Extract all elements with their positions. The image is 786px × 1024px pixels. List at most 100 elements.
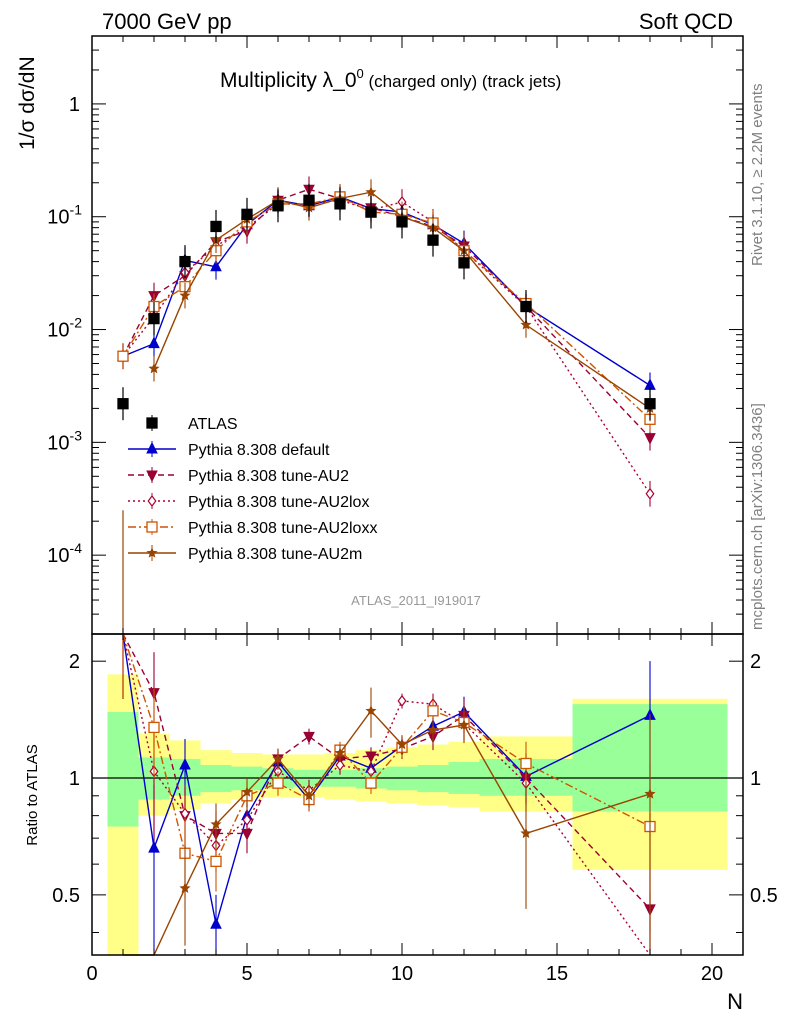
ratio-point <box>365 751 377 764</box>
atlas-data-point <box>427 234 439 246</box>
ratio-point <box>179 757 191 770</box>
ratio-point <box>458 719 470 730</box>
legend-swatch-marker <box>146 441 158 454</box>
ratio-point <box>210 818 222 829</box>
ratio-point <box>334 747 346 758</box>
atlas-data-point <box>520 300 532 313</box>
ratio-series-line <box>123 709 651 956</box>
ratio-y-tick-label: 2 <box>69 651 80 673</box>
x-tick-label: 0 <box>86 963 97 985</box>
ratio-point <box>210 855 222 868</box>
title-main: Multiplicity λ_0 <box>220 69 357 92</box>
atlas-data-point <box>179 255 191 268</box>
axes: 0 5 10 15 20 10-4 10-3 10-2 10-1 1 0.5 0.5 1 1 2 2 <box>47 35 778 985</box>
x-tick-label: 5 <box>241 963 252 985</box>
ratio-point <box>365 705 377 716</box>
title-superscript: 0 <box>357 66 364 81</box>
ratio-point <box>303 790 315 801</box>
title-suffix: (charged only) (track jets) <box>364 72 561 91</box>
atlas-data-point <box>458 257 470 269</box>
data-point <box>148 362 160 374</box>
legend-swatch-marker <box>146 521 158 533</box>
atlas-data-point <box>644 398 656 410</box>
legend-label: Pythia 8.308 tune-AU2m <box>188 546 362 563</box>
ratio-point <box>242 813 252 826</box>
ratio-point <box>179 882 191 893</box>
ratio-point <box>396 738 408 750</box>
mcplots-reference-label: mcplots.cern.ch [arXiv:1306.3436] <box>749 403 766 630</box>
process-label: Soft QCD <box>639 9 733 34</box>
x-axis-label: N <box>727 989 743 1014</box>
main-frame <box>91 35 744 635</box>
atlas-data-point <box>210 220 222 233</box>
legend-label: Pythia 8.308 tune-AU2loxx <box>188 520 377 537</box>
ratio-y-tick-label: 1 <box>69 768 80 790</box>
legend-label: Pythia 8.308 tune-AU2 <box>188 468 349 485</box>
x-tick-label: 15 <box>546 963 568 985</box>
ratio-uncertainty-bands <box>92 674 743 955</box>
legend-swatch-marker <box>146 547 158 558</box>
atlas-data-point <box>365 206 377 218</box>
ratio-y-tick-label-right: 0.5 <box>750 885 778 907</box>
atlas-data-point <box>396 216 408 228</box>
ratio-y-tick-label-right: 1 <box>750 768 761 790</box>
y-axis-label-ratio: Ratio to ATLAS <box>24 744 41 845</box>
ratio-point <box>148 721 160 734</box>
atlas-data-point <box>241 208 253 220</box>
ratio-point <box>303 731 315 744</box>
ratio-y-tick-label: 0.5 <box>52 885 80 907</box>
y-tick-label: 10-1 <box>47 202 82 229</box>
legend-swatch-marker <box>147 495 157 507</box>
x-tick-label: 20 <box>701 963 723 985</box>
energy-label: 7000 GeV pp <box>102 9 232 34</box>
atlas-data-point <box>117 398 129 410</box>
data-point <box>117 350 129 362</box>
data-point <box>148 336 160 349</box>
ratio-point <box>272 753 284 764</box>
legend-swatch-marker <box>146 470 158 483</box>
series-line <box>122 196 651 386</box>
data-point <box>644 433 656 445</box>
ratio-point <box>520 827 532 839</box>
legend-label: Pythia 8.308 tune-AU2lox <box>188 494 369 511</box>
ratio-point <box>241 786 253 797</box>
ratio-point <box>644 788 656 799</box>
data-point <box>210 259 222 272</box>
main-panel-series <box>117 176 656 634</box>
series-line <box>122 199 651 495</box>
ratio-series-line <box>122 633 651 956</box>
y-axis-label-main: 1/σ dσ/dN <box>16 56 39 150</box>
ratio-point <box>427 724 439 735</box>
rivet-version-label: Rivet 3.1.10, ≥ 2.2M events <box>749 84 766 267</box>
analysis-label: ATLAS_2011_I919017 <box>351 593 481 608</box>
atlas-data-point <box>334 198 346 210</box>
x-tick-label: 10 <box>391 963 413 985</box>
series-line <box>122 188 651 439</box>
ratio-frame <box>91 633 744 956</box>
atlas-data-point <box>148 312 160 325</box>
data-point <box>179 289 191 301</box>
ratio-panel-series <box>122 633 656 956</box>
data-point <box>645 487 655 500</box>
ratio-point <box>397 694 407 707</box>
y-tick-label: 1 <box>69 94 80 116</box>
ratio-point <box>520 757 532 770</box>
data-point <box>520 319 532 330</box>
ratio-point <box>427 705 439 717</box>
legend: ATLAS Pythia 8.308 default Pythia 8.308 tu… <box>128 415 377 563</box>
plot-title: Multiplicity λ_00 (charged only) (track … <box>220 66 561 92</box>
atlas-data-point <box>303 194 315 206</box>
atlas-data-point <box>272 200 284 212</box>
band-inner <box>107 711 139 827</box>
y-tick-label: 10-2 <box>47 315 82 342</box>
legend-label: Pythia 8.308 default <box>188 442 330 459</box>
ratio-point <box>365 777 377 789</box>
ratio-point <box>210 917 222 929</box>
ratio-point <box>335 759 345 772</box>
y-tick-label: 10-4 <box>47 540 82 567</box>
ratio-point <box>272 777 284 789</box>
y-tick-label: 10-3 <box>47 427 82 454</box>
data-point <box>365 186 377 197</box>
series-line <box>122 196 651 420</box>
